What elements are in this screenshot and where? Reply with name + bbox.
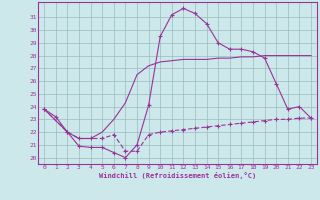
X-axis label: Windchill (Refroidissement éolien,°C): Windchill (Refroidissement éolien,°C) bbox=[99, 172, 256, 179]
